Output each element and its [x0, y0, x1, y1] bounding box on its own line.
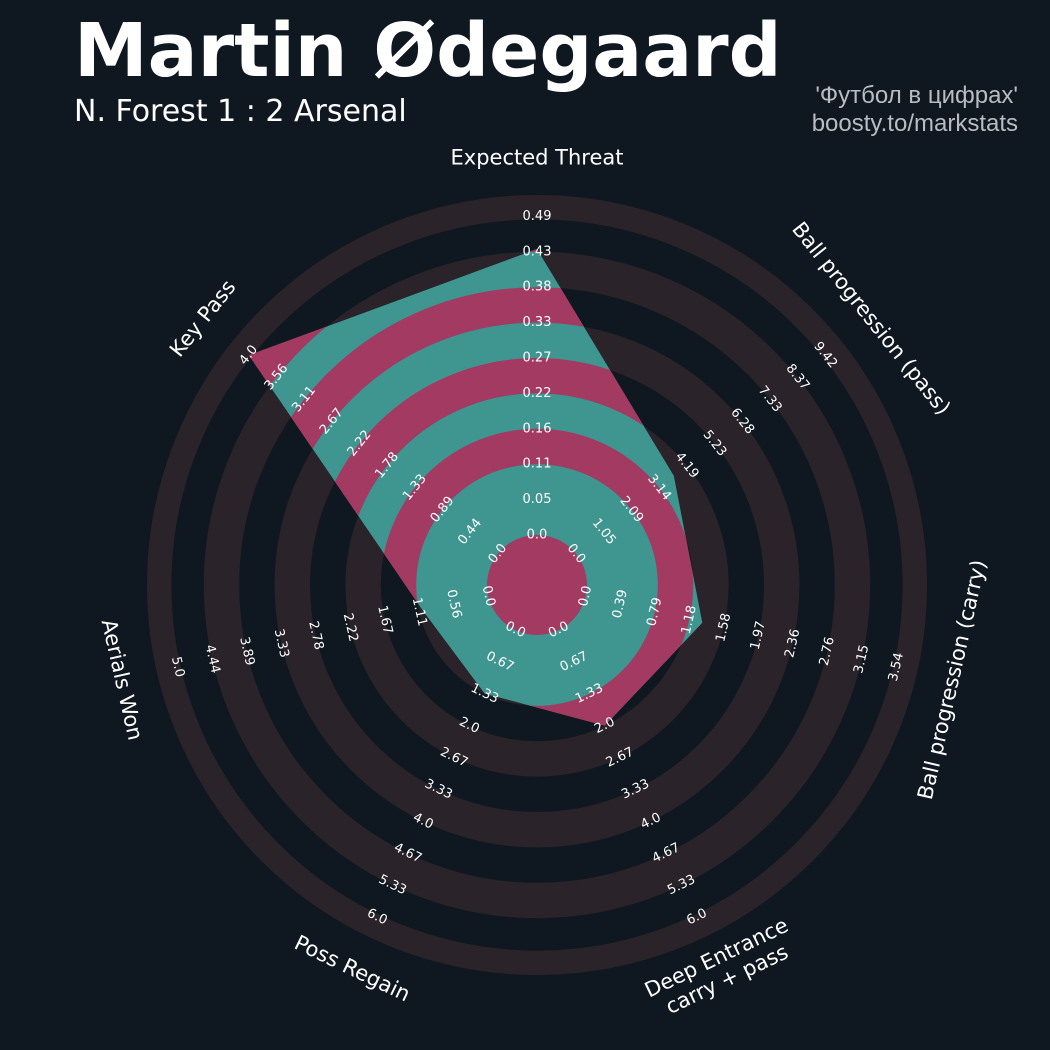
radar-tick-label: 2.36: [782, 628, 803, 660]
radar-tick-label: 0.27: [523, 351, 552, 366]
radar-tick-label: 2.78: [305, 620, 326, 652]
radar-ring-band: [147, 195, 927, 975]
radar-axis-label: Expected Threat: [451, 145, 624, 169]
radar-axis-label: Aerials Won: [97, 617, 148, 743]
radar-tick-label: 2.76: [817, 636, 838, 668]
radar-tick-label: 0.0: [527, 528, 548, 543]
radar-tick-label: 0.0: [576, 584, 595, 608]
radar-tick-label: 1.67: [374, 604, 395, 636]
radar-tick-label: 1.11: [409, 596, 430, 628]
radar-tick-label: 3.89: [236, 636, 257, 668]
radar-tick-label: 0.22: [523, 386, 552, 401]
radar-tick-label: 0.33: [523, 315, 552, 330]
radar-tick-label: 0.05: [523, 492, 552, 507]
credit-line-1: 'Футбол в цифрах': [815, 82, 1018, 109]
radar-tick-label: 1.58: [713, 612, 734, 644]
radar-tick-label: 0.0: [479, 584, 498, 608]
credit-line-2: boosty.to/markstats: [811, 110, 1018, 137]
radar-tick-label: 0.38: [523, 280, 552, 295]
svg-text:Aerials Won: Aerials Won: [97, 617, 148, 743]
radar-tick-label: 0.16: [523, 421, 552, 436]
radar-tick-label: 0.43: [523, 244, 552, 259]
radar-tick-label: 3.15: [851, 643, 872, 675]
radar-tick-label: 0.56: [443, 588, 464, 620]
radar-tick-label: 1.97: [748, 620, 769, 652]
radar-tick-label: 0.49: [523, 209, 552, 224]
match-subtitle: N. Forest 1 : 2 Arsenal: [74, 94, 407, 129]
radar-tick-label: 0.79: [644, 596, 665, 628]
radar-tick-label: 0.11: [523, 457, 552, 472]
radar-tick-label: 3.33: [271, 628, 292, 660]
svg-text:Expected Threat: Expected Threat: [451, 145, 624, 169]
radar-tick-label: 2.22: [340, 612, 361, 644]
credit-block: 'Футбол в цифрах' boosty.to/markstats: [812, 82, 1018, 138]
radar-tick-label: 5.0: [168, 655, 187, 679]
radar-tick-label: 0.39: [610, 588, 631, 620]
player-name-title: Martin Ødegaard: [74, 8, 782, 94]
radar-tick-label: 4.44: [202, 643, 223, 675]
radar-polygon-ring: [487, 535, 587, 635]
radar-tick-label: 1.18: [679, 604, 700, 636]
radar-tick-label: 3.54: [886, 651, 907, 683]
